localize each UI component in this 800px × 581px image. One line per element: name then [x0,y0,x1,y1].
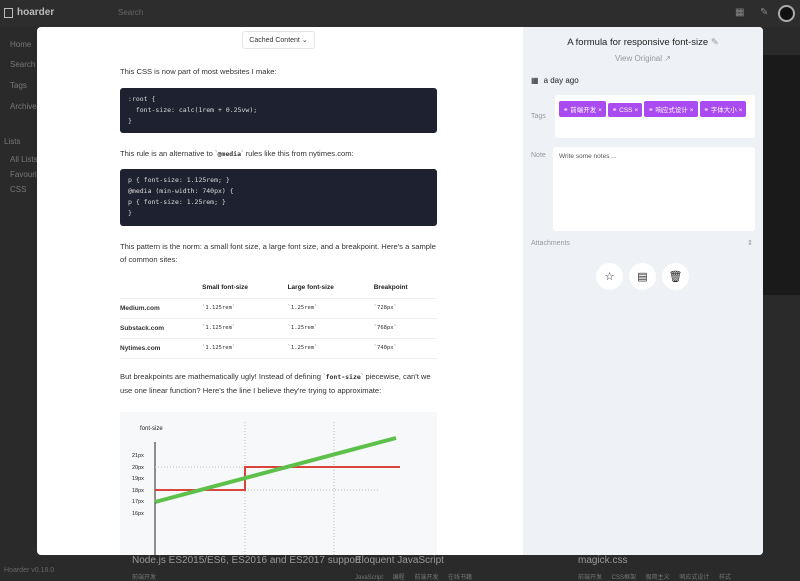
logo-icon [4,7,13,18]
code-block: p { font-size: 1.125rem; } @media (min-w… [120,169,437,226]
cached-content: Cached Content ⌄ This CSS is now part of… [37,27,523,555]
note-label: Note [531,152,546,159]
archive-button[interactable]: ▤ [629,263,656,290]
edit-pencil-icon[interactable]: ✎ [710,37,719,48]
delete-button[interactable]: 🗑 [662,263,689,290]
search-input[interactable]: Search [118,8,144,17]
linear-line [154,436,397,504]
table-header: Small font-size Large font-size Breakpoint [120,278,437,299]
tags-label: Tags [531,113,546,120]
collapse-icon[interactable]: ⇕ [747,240,753,247]
sidebar-item-search[interactable]: Search [10,60,36,69]
calendar-icon: ▦ [531,76,539,85]
code-block: :root { font-size: calc(1rem + 0.25vw); … [120,88,437,133]
version-label: Hoarder v0.18.0 [4,567,55,574]
details-panel: A formula for responsive font-size ✎ Vie… [523,27,763,555]
star-icon: ☆ [604,271,615,283]
app-logo[interactable]: hoarder [4,7,54,18]
view-select-value: Cached Content [249,37,300,44]
sidebar-item-tags[interactable]: Tags [10,81,27,90]
tag-chip[interactable]: ⚭ 响应式设计 × [644,101,698,117]
tag-chip[interactable]: ⚭ 字体大小 × [699,101,747,117]
pencil-icon[interactable]: ✎ [760,7,769,18]
view-select[interactable]: Cached Content ⌄ [242,31,315,49]
sidebar-item-archive[interactable]: Archive [10,102,37,111]
background-card[interactable]: magick.css 前端开发 CSS框架 极简主义 响应式设计 样式 [578,555,731,581]
trash-icon: 🗑 [668,271,683,283]
favourite-button[interactable]: ☆ [596,263,623,290]
top-bar: hoarder Search ▦ ✎ [0,0,800,27]
y-tick: 19px [132,476,144,482]
tags-editor[interactable]: ⚭ 前端开发 × ⚭ CSS × ⚭ 响应式设计 × ⚭ 字体大小 × [555,95,755,138]
view-original-link[interactable]: View Original ↗ [615,54,671,63]
lists-heading: Lists [4,137,21,146]
y-tick: 21px [132,453,144,459]
card-title: magick.css [578,555,628,566]
list-item[interactable]: Favourites [10,170,48,179]
y-tick: 16px [132,511,144,517]
table-row: Medium.com `1.125rem` `1.25rem` `728px` [120,298,437,319]
note-textarea[interactable]: Write some notes ... [553,147,755,231]
card-title: Node.js ES2015/ES6, ES2016 and ES2017 su… [132,555,362,566]
tag-chip[interactable]: ⚭ CSS × [607,103,643,117]
bookmark-modal: Cached Content ⌄ This CSS is now part of… [37,27,763,555]
tag-chip[interactable]: ⚭ 前端开发 × [559,101,606,117]
chevron-down-icon: ⌄ [301,37,308,44]
table-row: Substack.com `1.125rem` `1.25rem` `768px` [120,318,437,339]
card-tags: 前端开发 CSS框架 极简主义 响应式设计 样式 [578,575,732,581]
layout-icon[interactable]: ▦ [735,7,745,18]
y-tick: 18px [132,488,144,494]
archive-icon: ▤ [637,271,648,283]
avatar[interactable] [778,5,795,22]
bookmark-date: ▦ a day ago [531,76,579,85]
paragraph: This CSS is now part of most websites I … [120,67,277,76]
font-size-chart: font-size 21px 20px 19px 18px 17px 16px [120,412,437,555]
table-row: Nytimes.com `1.125rem` `1.25rem` `740px` [120,338,437,359]
app-name: hoarder [17,7,55,18]
y-tick: 20px [132,465,144,471]
card-title: Eloquent JavaScript [355,555,444,566]
sidebar-item-home[interactable]: Home [10,40,32,49]
attachments-label: Attachments [531,240,570,247]
paragraph: This rule is an alternative to `@media` … [120,149,354,158]
background-card[interactable]: Eloquent JavaScript JavaScript 编程 前端开发 在线… [355,555,472,581]
list-item[interactable]: All Lists [10,155,38,164]
y-tick: 17px [132,499,144,505]
paragraph: This pattern is the norm: a small font s… [120,242,436,264]
paragraph: But breakpoints are mathematically ugly!… [120,372,431,395]
list-item[interactable]: CSS [10,185,27,194]
card-tags: 前端开发 [132,575,157,581]
external-link-icon: ↗ [664,54,671,63]
background-card[interactable]: Node.js ES2015/ES6, ES2016 and ES2017 su… [132,555,361,581]
font-size-table: Small font-size Large font-size Breakpoint… [120,278,437,359]
card-tags: JavaScript 编程 前端开发 在线书籍 [355,575,473,581]
background-card-image [763,55,800,295]
bookmark-title[interactable]: A formula for responsive font-size ✎ [567,37,719,48]
y-axis-label: font-size [140,426,163,432]
